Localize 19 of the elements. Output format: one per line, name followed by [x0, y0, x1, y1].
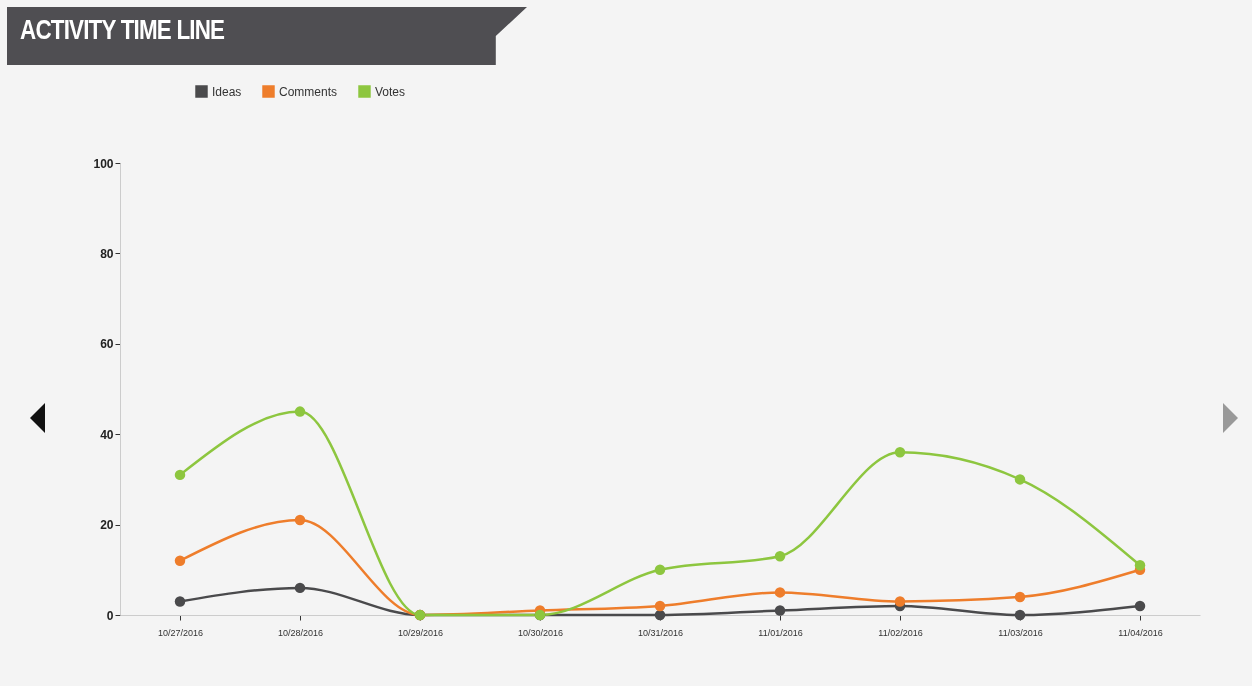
y-tick-label: 20	[100, 518, 114, 533]
x-tick-label: 10/29/2016	[397, 627, 444, 638]
x-tick-label: 10/30/2016	[517, 627, 564, 638]
legend-label: Comments	[279, 84, 338, 99]
x-tick-label: 10/27/2016	[157, 627, 204, 638]
y-tick-label: 0	[106, 608, 114, 623]
x-tick-label: 10/31/2016	[637, 627, 684, 638]
legend-label: Votes	[375, 84, 406, 99]
x-tick-label: 10/28/2016	[277, 627, 324, 638]
x-tick-label: 11/02/2016	[878, 627, 923, 638]
chart-title: ACTIVITY TIME LINE	[20, 14, 225, 46]
legend-label: Ideas	[212, 84, 242, 99]
y-tick-label: 80	[100, 246, 114, 261]
y-tick-label: 60	[100, 337, 114, 352]
x-tick-label: 11/04/2016	[1118, 627, 1163, 638]
y-tick-label: 100	[93, 156, 114, 171]
y-tick-label: 40	[100, 427, 114, 442]
x-tick-label: 11/03/2016	[998, 627, 1043, 638]
x-tick-label: 11/01/2016	[758, 627, 803, 638]
